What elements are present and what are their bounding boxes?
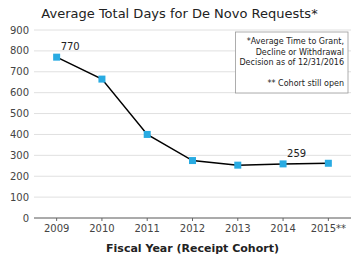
title: Average Total Days for De Novo Requests* bbox=[41, 6, 318, 21]
x-tick bbox=[283, 218, 284, 221]
y-tick-label: 900 bbox=[10, 25, 29, 36]
y-tick-label: 500 bbox=[10, 108, 29, 119]
marker bbox=[98, 76, 105, 83]
x-tick-label: 2010 bbox=[89, 223, 114, 234]
note: *Average Time to Grant,Decline or Withdr… bbox=[235, 32, 348, 93]
x-tick bbox=[147, 218, 148, 221]
x-tick bbox=[101, 218, 102, 221]
marker bbox=[144, 131, 151, 138]
annotation: 259 bbox=[287, 148, 306, 159]
grid-line bbox=[34, 30, 351, 31]
y-axis: 0 100 200 300 400 500 600 700 800 900 bbox=[10, 25, 351, 224]
y-tick-label: 400 bbox=[10, 129, 29, 140]
grid-line bbox=[34, 134, 351, 135]
y-tick-label: 600 bbox=[10, 87, 29, 98]
y-tick-label: 800 bbox=[10, 45, 29, 56]
chart: 0 100 200 300 400 500 600 700 800 900 2009 2010 2011… bbox=[0, 0, 359, 260]
x-tick bbox=[56, 218, 57, 221]
y-tick-label: 700 bbox=[10, 66, 29, 77]
marker bbox=[189, 157, 196, 164]
marker bbox=[53, 54, 60, 61]
x-tick-label: 2012 bbox=[180, 223, 205, 234]
y-tick-label: 0 bbox=[23, 213, 29, 224]
marker bbox=[280, 160, 287, 167]
grid-line bbox=[34, 113, 351, 114]
x-tick-label: 2011 bbox=[134, 223, 159, 234]
marker bbox=[325, 160, 332, 167]
y-tick-label: 200 bbox=[10, 171, 29, 182]
x-tick bbox=[237, 218, 238, 221]
x-axis: 2009 2010 2011 2012 2013 2014 2015** bbox=[34, 218, 351, 234]
x-tick-label: 2014 bbox=[270, 223, 295, 234]
x-axis-label: Fiscal Year (Receipt Cohort) bbox=[106, 242, 279, 255]
x-tick-label: 2015** bbox=[311, 223, 346, 234]
x-tick bbox=[328, 218, 329, 221]
y-tick-label: 300 bbox=[10, 150, 29, 161]
grid-line bbox=[34, 197, 351, 198]
x-tick-label: 2013 bbox=[225, 223, 250, 234]
note-box bbox=[235, 32, 348, 93]
marker bbox=[234, 162, 241, 169]
x-tick bbox=[192, 218, 193, 221]
note-text: *Average Time to Grant,Decline or Withdr… bbox=[239, 37, 344, 88]
x-tick-label: 2009 bbox=[44, 223, 69, 234]
grid-line bbox=[34, 176, 351, 177]
y-tick-label: 100 bbox=[10, 192, 29, 203]
annotation: 770 bbox=[61, 41, 80, 52]
